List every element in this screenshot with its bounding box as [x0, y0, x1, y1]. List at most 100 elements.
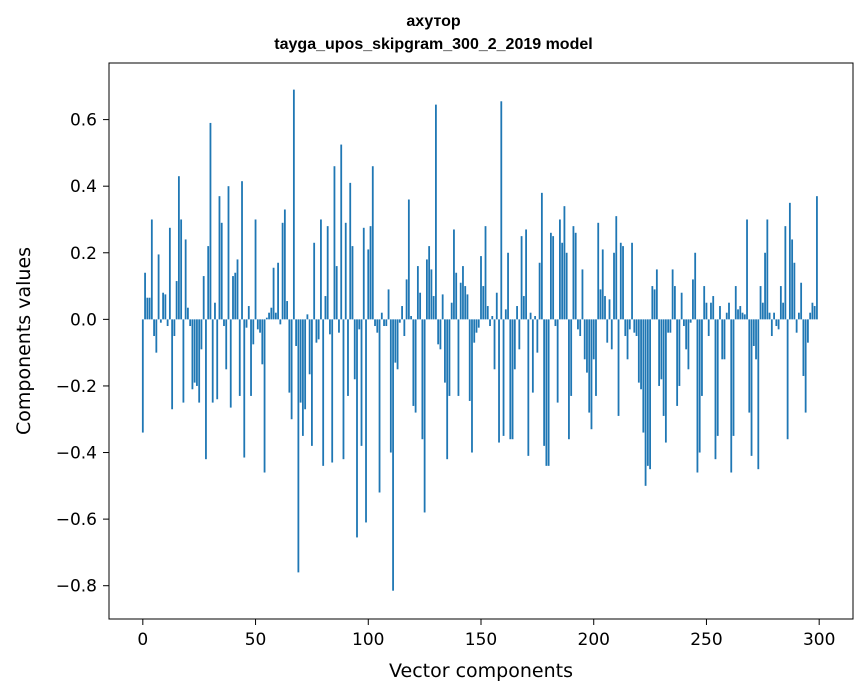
bar [782, 302, 785, 320]
bar [394, 319, 397, 363]
bar [484, 226, 487, 320]
bar [712, 296, 715, 320]
bar [732, 319, 735, 436]
bar [540, 192, 543, 320]
bar [667, 319, 670, 333]
bar [734, 286, 737, 320]
bar [615, 216, 618, 320]
bar [263, 319, 266, 473]
bar [590, 319, 593, 430]
bar [362, 227, 365, 320]
bar [243, 319, 246, 458]
bar [274, 312, 277, 320]
bar [365, 319, 367, 523]
bar [410, 316, 413, 320]
bar [511, 319, 514, 440]
bar [816, 196, 818, 320]
bar [455, 272, 458, 320]
x-tick-label: 300 [803, 630, 835, 650]
bar [378, 319, 381, 493]
bar [547, 319, 550, 466]
bar [383, 319, 385, 327]
bar [676, 319, 679, 406]
bar [491, 316, 494, 320]
bar [252, 319, 255, 345]
bar [601, 249, 604, 320]
bar [692, 279, 694, 320]
bar [797, 312, 800, 320]
bar [209, 122, 212, 320]
bar [444, 319, 446, 383]
bar [301, 319, 304, 436]
bar [416, 266, 419, 320]
y-tick-label: −0.8 [56, 577, 97, 597]
bar [182, 319, 185, 403]
bar [554, 319, 557, 327]
bar [306, 314, 309, 320]
bar [304, 319, 307, 410]
bar [730, 319, 733, 473]
bar [211, 319, 214, 403]
bar [671, 269, 674, 320]
bar [329, 319, 331, 335]
bar [710, 302, 712, 320]
x-tick-label: 100 [352, 630, 384, 650]
bar [752, 319, 755, 346]
bar [595, 319, 597, 396]
bar [317, 319, 320, 340]
bar [498, 319, 500, 443]
bar [297, 319, 300, 573]
bar [633, 319, 636, 333]
bar [793, 262, 796, 320]
bar [694, 252, 697, 320]
bar [586, 319, 588, 373]
bar [200, 319, 203, 350]
bar [579, 319, 582, 337]
bar [385, 319, 388, 327]
bar [563, 206, 566, 320]
bar [509, 319, 512, 440]
bar [376, 319, 379, 333]
bar [292, 89, 295, 320]
bar [504, 309, 507, 320]
bar [628, 319, 631, 330]
bar [495, 292, 498, 320]
x-tick-label: 0 [137, 630, 148, 650]
bar [148, 297, 151, 320]
bar [791, 239, 794, 320]
bar [565, 252, 568, 320]
bar [556, 319, 559, 403]
bar [653, 289, 656, 320]
bar [804, 319, 807, 413]
bar [640, 319, 642, 390]
bar [168, 227, 171, 320]
bar [608, 299, 611, 320]
bar [644, 319, 647, 486]
bar [466, 294, 469, 320]
bar [795, 319, 798, 333]
bar [543, 319, 546, 446]
bar [340, 144, 343, 320]
bar [480, 256, 482, 320]
bar [419, 292, 422, 320]
bar [635, 319, 638, 337]
bar [549, 232, 552, 320]
chart-subtitle: tayga_upos_skipgram_300_2_2019 model [274, 36, 593, 53]
bar [164, 294, 167, 320]
bar [768, 312, 771, 320]
bar [141, 319, 144, 433]
bar [270, 307, 273, 320]
bar [446, 319, 449, 460]
bar [412, 319, 415, 406]
bar [166, 319, 169, 327]
bar [624, 319, 627, 337]
bar [703, 286, 706, 320]
bar [631, 242, 633, 320]
bar [315, 319, 318, 343]
bar [367, 249, 370, 320]
bar [534, 316, 537, 320]
bar [721, 319, 724, 360]
bar [290, 319, 293, 420]
bar [234, 272, 237, 320]
bar [522, 296, 525, 320]
